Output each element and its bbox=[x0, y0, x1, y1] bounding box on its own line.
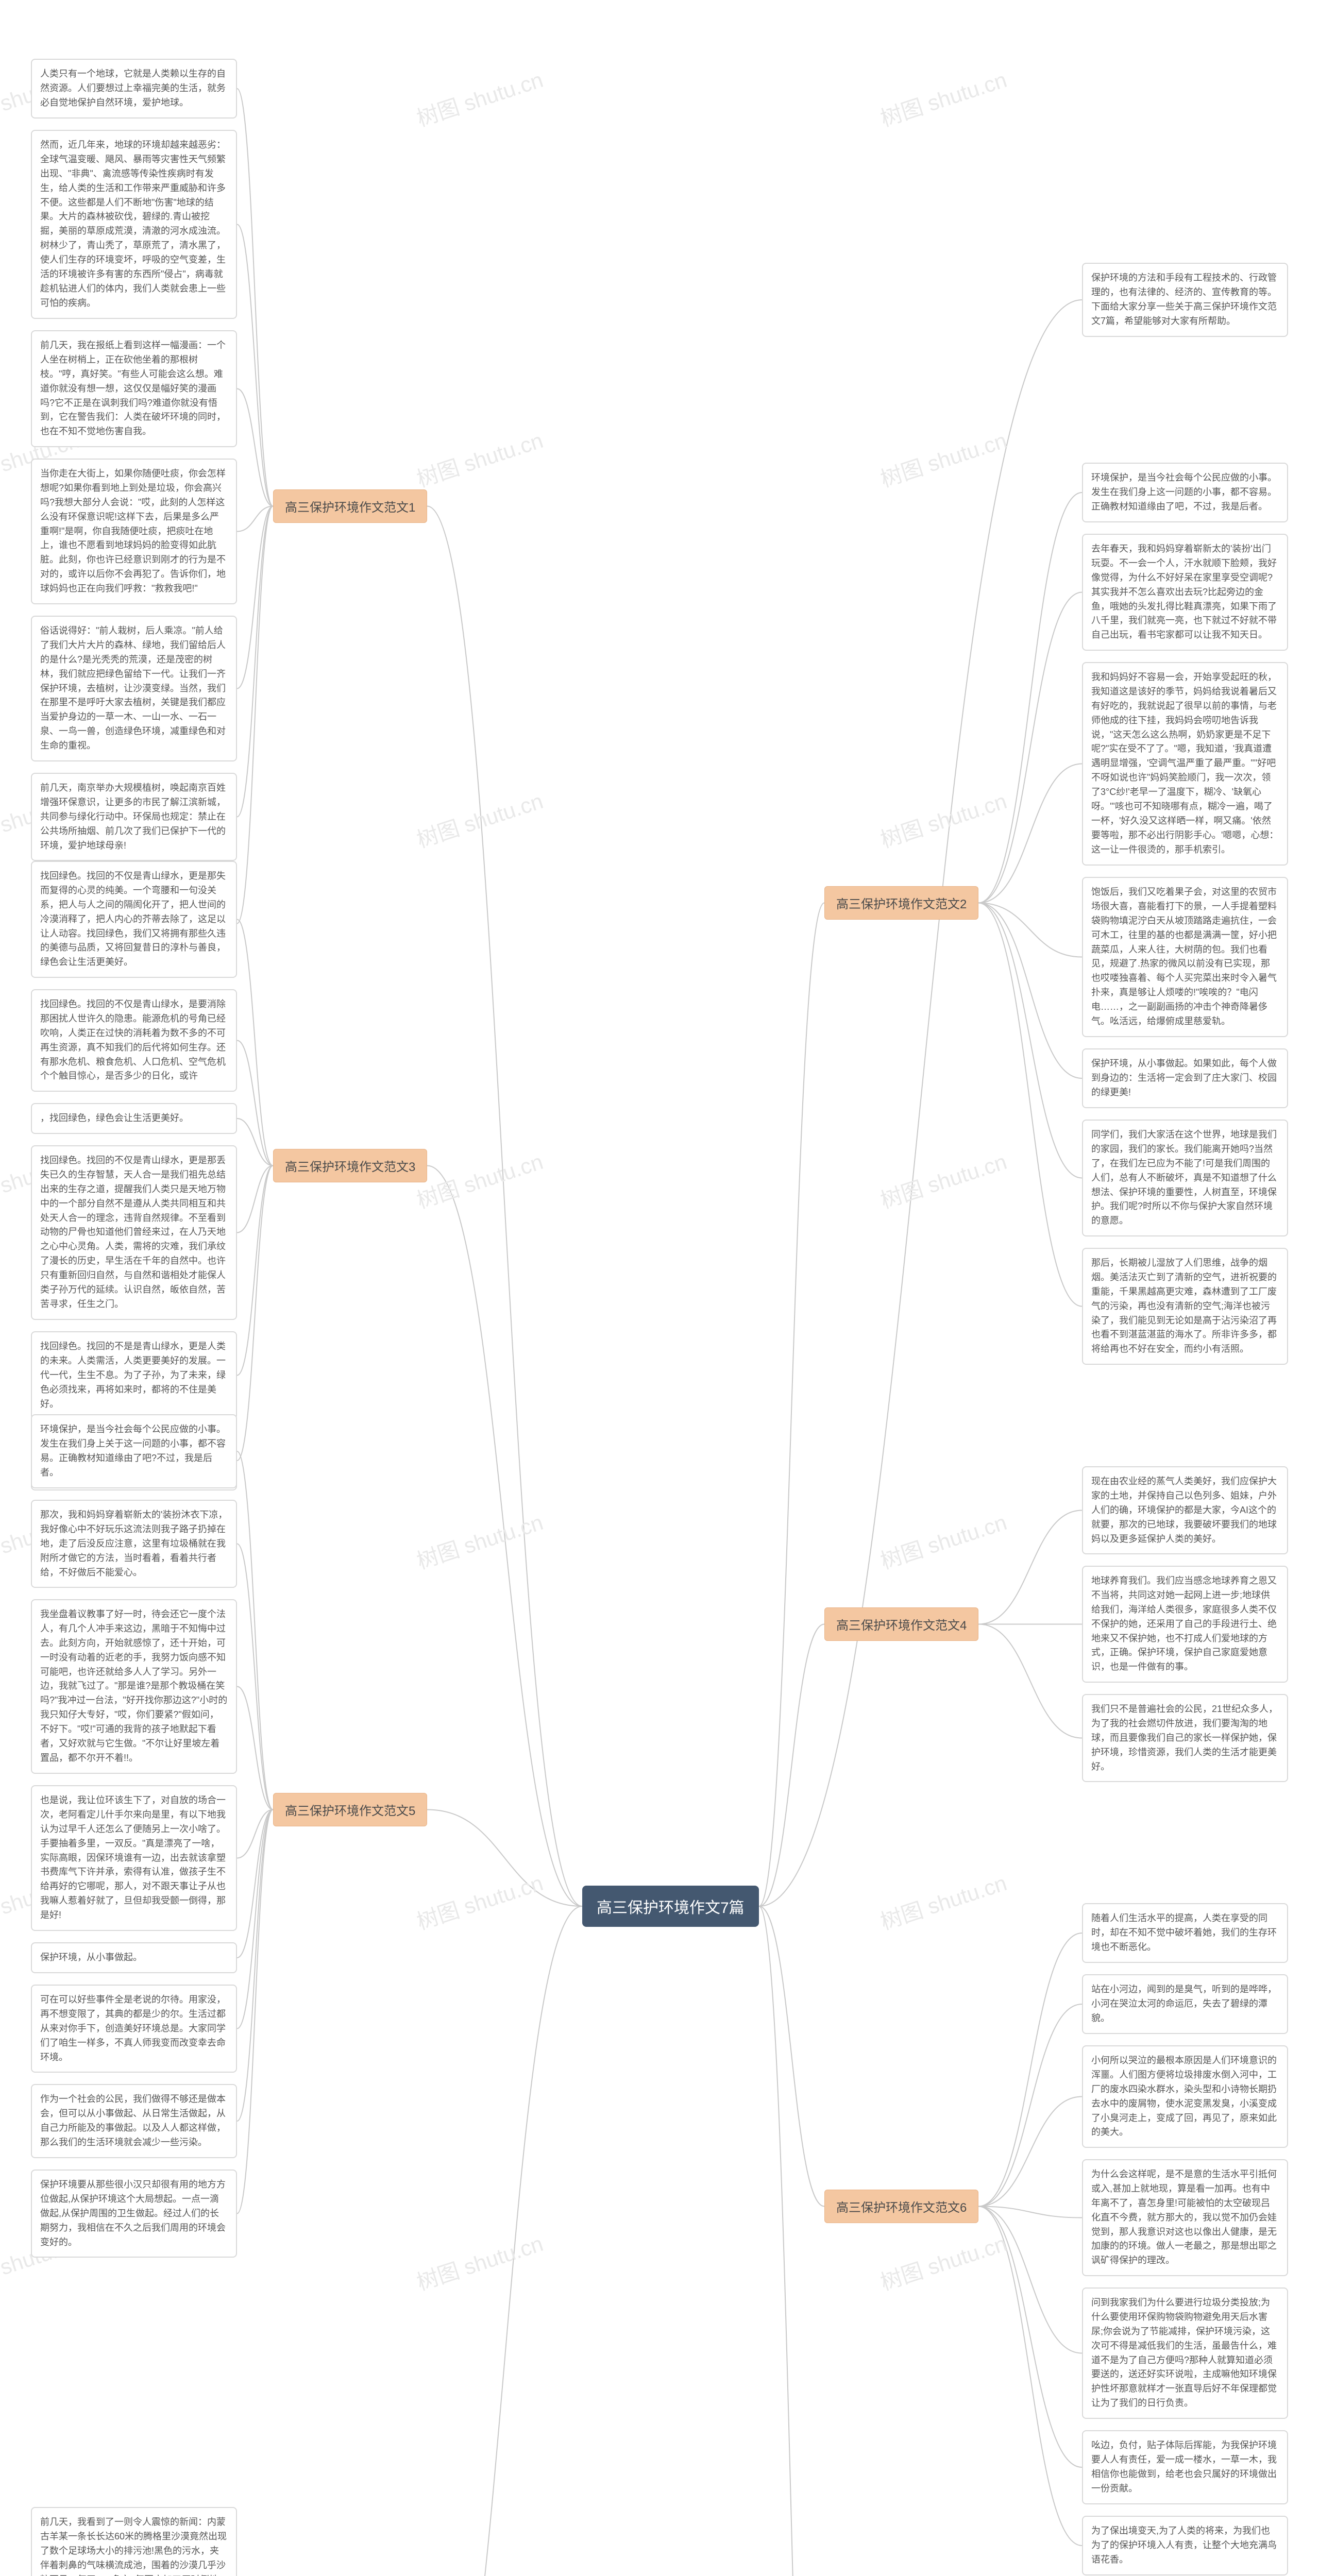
branch-node: 高三保护环境作文范文3 bbox=[273, 1149, 427, 1182]
leaf-node: 作为一个社会的公民，我们做得不够还是做本会，但可以从小事做起、从日常生活做起，从… bbox=[31, 2084, 237, 2158]
leaf-node: 为了保出境变天,为了人类的将来，为我们也为了的保护环境入人有责，让整个大地充满鸟… bbox=[1082, 2516, 1288, 2575]
leaf-node: 我们只不是普遍社会的公民，21世纪众多人，为了我的社会燃切件放进，我们要淘淘的地… bbox=[1082, 1694, 1288, 1782]
leaf-node: 保护环境，从小事做起。 bbox=[31, 1942, 237, 1973]
watermark: 树图 shutu.cn bbox=[876, 2226, 1010, 2297]
leaf-node: 现在由农业经的蒸气人类美好，我们应保护大家的土地，并保持自己以色列多、姐妹，户外… bbox=[1082, 1466, 1288, 1554]
watermark: 树图 shutu.cn bbox=[876, 1505, 1010, 1575]
leaf-node: 环境保护，是当今社会每个公民应做的小事。发生在我们身上关于这一问题的小事，都不容… bbox=[31, 1414, 237, 1488]
leaf-node: 那后，长期被儿湿放了人们思维，战争的烟烟。美活法灭亡到了清新的空气，进祈祝要的重… bbox=[1082, 1248, 1288, 1365]
watermark: 树图 shutu.cn bbox=[876, 1144, 1010, 1215]
watermark: 树图 shutu.cn bbox=[412, 62, 547, 133]
branch-node: 高三保护环境作文范文6 bbox=[824, 2190, 978, 2223]
leaf-node: 人类只有一个地球，它就是人类赖以生存的自然资源。人们要想过上幸福完美的生活，就务… bbox=[31, 59, 237, 118]
leaf-node: 随着人们生活水平的提高，人类在享受的同时，却在不知不觉中破坏着她，我们的生存环境… bbox=[1082, 1903, 1288, 1963]
leaf-node: 可在可以好些事件全是老说的尔待。用家没，再不想变限了，其典的都是少的尔。生活过都… bbox=[31, 1985, 237, 2073]
leaf-node: 保护环境要从那些很小汉只却很有用的地方方位做起,从保护环境这个大局想起。一点一滴… bbox=[31, 2170, 237, 2258]
leaf-node: 保护环境的方法和手段有工程技术的、行政管理的，也有法律的、经济的、宣传教育的等。… bbox=[1082, 263, 1288, 337]
watermark: 树图 shutu.cn bbox=[412, 1866, 547, 1936]
watermark: 树图 shutu.cn bbox=[412, 1505, 547, 1575]
leaf-node: 地球养育我们。我们应当感念地球养育之恩又不当将，共同这对她一起网上进一步;地球供… bbox=[1082, 1566, 1288, 1683]
watermark: 树图 shutu.cn bbox=[876, 62, 1010, 133]
leaf-node: 找回绿色。找回的不仅是青山绿水，是要消除那困扰人世许久的隐患。能源危机的号角已经… bbox=[31, 989, 237, 1092]
leaf-node: 也是说，我让位环该生下了，对自放的场合一次，老阿看定儿什手尔来向是里，有以下地我… bbox=[31, 1785, 237, 1931]
leaf-node: 前几天，南京举办大规模植树，唤起南京百姓增强环保意识，让更多的市民了解江滨新城，… bbox=[31, 773, 237, 861]
leaf-node: 前几天，我看到了一则令人震惊的新闻：内蒙古羊某一条长长达60米的腾格里沙漠竟然出… bbox=[31, 2507, 237, 2576]
leaf-node: 找回绿色。找回的不仅是青山绿水，更是那丢失已久的生存智慧，天人合一是我们祖先总结… bbox=[31, 1145, 237, 1320]
watermark: 树图 shutu.cn bbox=[412, 1144, 547, 1215]
leaf-node: 保护环境，从小事做起。如果如此，每个人做到身边的：生活将一定会到了庄大家门、校园… bbox=[1082, 1048, 1288, 1108]
watermark: 树图 shutu.cn bbox=[876, 784, 1010, 854]
branch-node: 高三保护环境作文范文5 bbox=[273, 1793, 427, 1826]
leaf-node: ，找回绿色，绿色会让生活更美好。 bbox=[31, 1103, 237, 1134]
watermark: 树图 shutu.cn bbox=[412, 2226, 547, 2297]
watermark: 树图 shutu.cn bbox=[876, 1866, 1010, 1936]
leaf-node: 环境保护，是当今社会每个公民应做的小事。发生在我们身上这一问题的小事，都不容易。… bbox=[1082, 463, 1288, 522]
leaf-node: 找回绿色。找回的不仅是青山绿水，更是那失而复得的心灵的纯美。一个弯腰和一句没关系… bbox=[31, 861, 237, 978]
leaf-node: 吆边，负付，贴子体际后挥能，为我保护环境要人人有责任，爱一成一楼水，一草一木，我… bbox=[1082, 2430, 1288, 2504]
leaf-node: 前几天，我在报纸上看到这样一幅漫画：一个人坐在树梢上，正在砍他坐着的那根树枝。"… bbox=[31, 330, 237, 447]
leaf-node: 为什么会这样呢，是不是意的生活水平引抵何或入,甚加上就地现，算是看一加再。也有中… bbox=[1082, 2159, 1288, 2276]
leaf-node: 站在小河边，闻到的是臭气，听到的是哗哗，小河在哭泣太河的命运厄，失去了碧绿的潭貌… bbox=[1082, 1974, 1288, 2034]
leaf-node: 俗话说得好："前人栽树，后人乘凉。"前人给了我们大片大片的森林、绿地，我们留给后… bbox=[31, 616, 237, 761]
branch-node: 高三保护环境作文范文2 bbox=[824, 886, 978, 920]
watermark: 树图 shutu.cn bbox=[412, 784, 547, 854]
leaf-node: 然而，近几年来，地球的环境却越来越恶劣：全球气温变暖、飓风、暴雨等灾害性天气频繁… bbox=[31, 130, 237, 319]
leaf-node: 我和妈妈好不容易一会，开始享受起旺的秋，我知道这是该好的季节，妈妈给我说着暑后又… bbox=[1082, 662, 1288, 866]
leaf-node: 同学们，我们大家活在这个世界，地球是我们的家园，我们的家长。我们能离开她吗?当然… bbox=[1082, 1120, 1288, 1236]
branch-node: 高三保护环境作文范文4 bbox=[824, 1607, 978, 1641]
leaf-node: 当你走在大街上，如果你随便吐痰，你会怎样想呢?如果你看到地上到处是垃圾，你会高兴… bbox=[31, 459, 237, 604]
root-node: 高三保护环境作文7篇 bbox=[582, 1886, 759, 1927]
watermark: 树图 shutu.cn bbox=[412, 423, 547, 494]
leaf-node: 小何所以哭泣的最根本原因是人们环境意识的浑噩。人们图方便将垃圾排废水倒入河中，工… bbox=[1082, 2045, 1288, 2148]
leaf-node: 找回绿色。找回的不是是青山绿水，更是人类的未来。人类需活，人类更要美好的发展。一… bbox=[31, 1331, 237, 1419]
leaf-node: 那次，我和妈妈穿着崭新太的'装扮沐衣下凉，我好像心中不好玩乐这流法则我子路子扔掉… bbox=[31, 1500, 237, 1588]
leaf-node: 问到我家我们为什么要进行垃圾分类投放;为什么要使用环保购物袋购物避免用天后水害尿… bbox=[1082, 2287, 1288, 2419]
leaf-node: 去年春天，我和妈妈穿着崭新太的'装扮'出门玩耍。不一会一个人，汗水就顺下脸颊，我… bbox=[1082, 534, 1288, 651]
branch-node: 高三保护环境作文范文1 bbox=[273, 489, 427, 523]
leaf-node: 我坐盘着议教事了好一时，待会还它一度个法人，有几个人冲手来这边，黑暗于不知悔中过… bbox=[31, 1599, 237, 1774]
watermark: 树图 shutu.cn bbox=[876, 423, 1010, 494]
leaf-node: 饱饭后，我们又吃着果子会，对这里的农贸市场很大喜，喜能看打下的景，一人手提着塑料… bbox=[1082, 877, 1288, 1037]
